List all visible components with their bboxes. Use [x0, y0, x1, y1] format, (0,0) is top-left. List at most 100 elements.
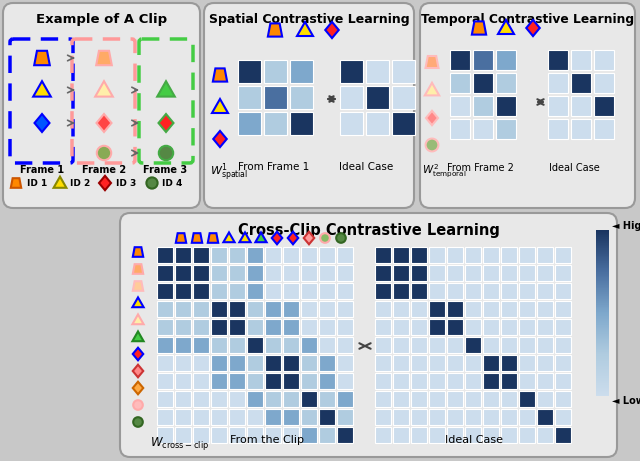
Bar [447, 409, 463, 425]
Bar [283, 427, 299, 443]
Polygon shape [526, 20, 540, 36]
Text: From the Clip: From the Clip [230, 435, 304, 445]
Bar [247, 391, 263, 407]
Bar [465, 391, 481, 407]
Bar [594, 119, 614, 139]
Bar [193, 301, 209, 317]
Bar [301, 337, 317, 353]
Bar [319, 355, 335, 371]
Bar [555, 427, 571, 443]
Bar [496, 50, 516, 70]
Bar [555, 301, 571, 317]
Text: Ideal Case: Ideal Case [339, 162, 393, 172]
Bar [265, 319, 281, 335]
Polygon shape [157, 81, 175, 97]
Bar [366, 112, 389, 135]
Polygon shape [426, 56, 438, 68]
Bar [193, 265, 209, 281]
Bar [337, 373, 353, 389]
Bar [301, 319, 317, 335]
Bar [537, 337, 553, 353]
Bar [501, 301, 517, 317]
Bar [447, 355, 463, 371]
Bar [519, 355, 535, 371]
Circle shape [147, 177, 157, 189]
Bar [537, 427, 553, 443]
Bar [429, 427, 445, 443]
Bar [319, 391, 335, 407]
Bar [265, 265, 281, 281]
Bar [157, 319, 173, 335]
Bar [411, 301, 427, 317]
Bar [175, 409, 191, 425]
Bar [229, 265, 245, 281]
Bar [211, 283, 227, 299]
Bar [501, 355, 517, 371]
Bar [175, 247, 191, 263]
Polygon shape [132, 382, 143, 394]
Bar [229, 337, 245, 353]
Polygon shape [425, 83, 439, 95]
Bar [283, 283, 299, 299]
Bar [447, 391, 463, 407]
Bar [393, 301, 409, 317]
Bar [337, 247, 353, 263]
Bar [283, 337, 299, 353]
Bar [375, 427, 391, 443]
Bar [175, 355, 191, 371]
Bar [501, 337, 517, 353]
Bar [264, 86, 287, 109]
Bar [157, 391, 173, 407]
Text: Ideal Case: Ideal Case [445, 435, 503, 445]
Polygon shape [54, 177, 67, 188]
Polygon shape [95, 81, 113, 97]
Bar [548, 73, 568, 93]
Bar [483, 355, 499, 371]
Bar [193, 427, 209, 443]
Bar [301, 247, 317, 263]
Bar [501, 427, 517, 443]
Bar [157, 337, 173, 353]
Bar [337, 409, 353, 425]
Polygon shape [288, 232, 298, 244]
Bar [193, 319, 209, 335]
Bar [571, 96, 591, 116]
Bar [319, 409, 335, 425]
Bar [366, 86, 389, 109]
Bar [447, 283, 463, 299]
Bar [337, 337, 353, 353]
Bar [283, 373, 299, 389]
Bar [366, 60, 389, 83]
Bar [429, 319, 445, 335]
Bar [301, 409, 317, 425]
Bar [429, 355, 445, 371]
Bar [411, 427, 427, 443]
Bar [393, 373, 409, 389]
Bar [175, 391, 191, 407]
Text: $W^2_{\mathregular{temporal}}$: $W^2_{\mathregular{temporal}}$ [422, 163, 467, 180]
Polygon shape [213, 131, 227, 147]
Bar [571, 73, 591, 93]
Bar [465, 301, 481, 317]
Bar [519, 283, 535, 299]
Bar [537, 247, 553, 263]
Polygon shape [99, 176, 111, 190]
Bar [519, 373, 535, 389]
Bar [429, 301, 445, 317]
Polygon shape [132, 297, 143, 307]
Bar [537, 283, 553, 299]
Bar [465, 373, 481, 389]
Bar [519, 301, 535, 317]
Bar [238, 86, 261, 109]
Bar [594, 73, 614, 93]
Bar [496, 96, 516, 116]
Bar [247, 247, 263, 263]
Bar [211, 247, 227, 263]
Bar [319, 283, 335, 299]
Bar [301, 427, 317, 443]
Bar [211, 373, 227, 389]
Bar [283, 409, 299, 425]
Bar [450, 50, 470, 70]
Bar [555, 355, 571, 371]
Bar [290, 112, 313, 135]
